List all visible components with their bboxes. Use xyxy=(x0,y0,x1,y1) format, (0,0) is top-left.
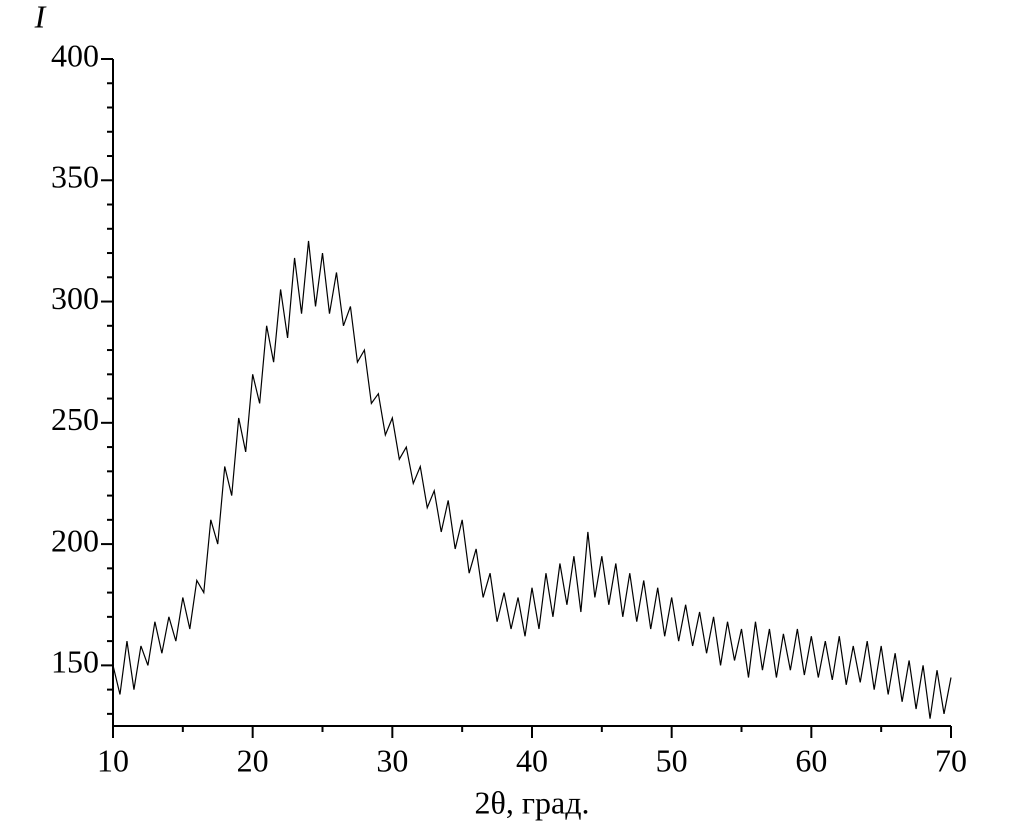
x-tick-label: 30 xyxy=(376,742,408,778)
x-tick-label: 60 xyxy=(795,742,827,778)
x-tick-label: 70 xyxy=(935,742,967,778)
x-axis-label: 2θ, град. xyxy=(475,784,590,820)
y-tick-label: 250 xyxy=(51,401,99,437)
y-tick-label: 300 xyxy=(51,280,99,316)
x-tick-label: 20 xyxy=(237,742,269,778)
x-tick-label: 50 xyxy=(656,742,688,778)
x-tick-label: 10 xyxy=(97,742,129,778)
x-tick-label: 40 xyxy=(516,742,548,778)
data-line xyxy=(112,240,952,719)
y-tick-label: 350 xyxy=(51,159,99,195)
y-tick-label: 150 xyxy=(51,644,99,680)
y-tick-label: 200 xyxy=(51,522,99,558)
y-tick-label: 400 xyxy=(51,37,99,73)
y-axis-label: I xyxy=(34,0,47,34)
